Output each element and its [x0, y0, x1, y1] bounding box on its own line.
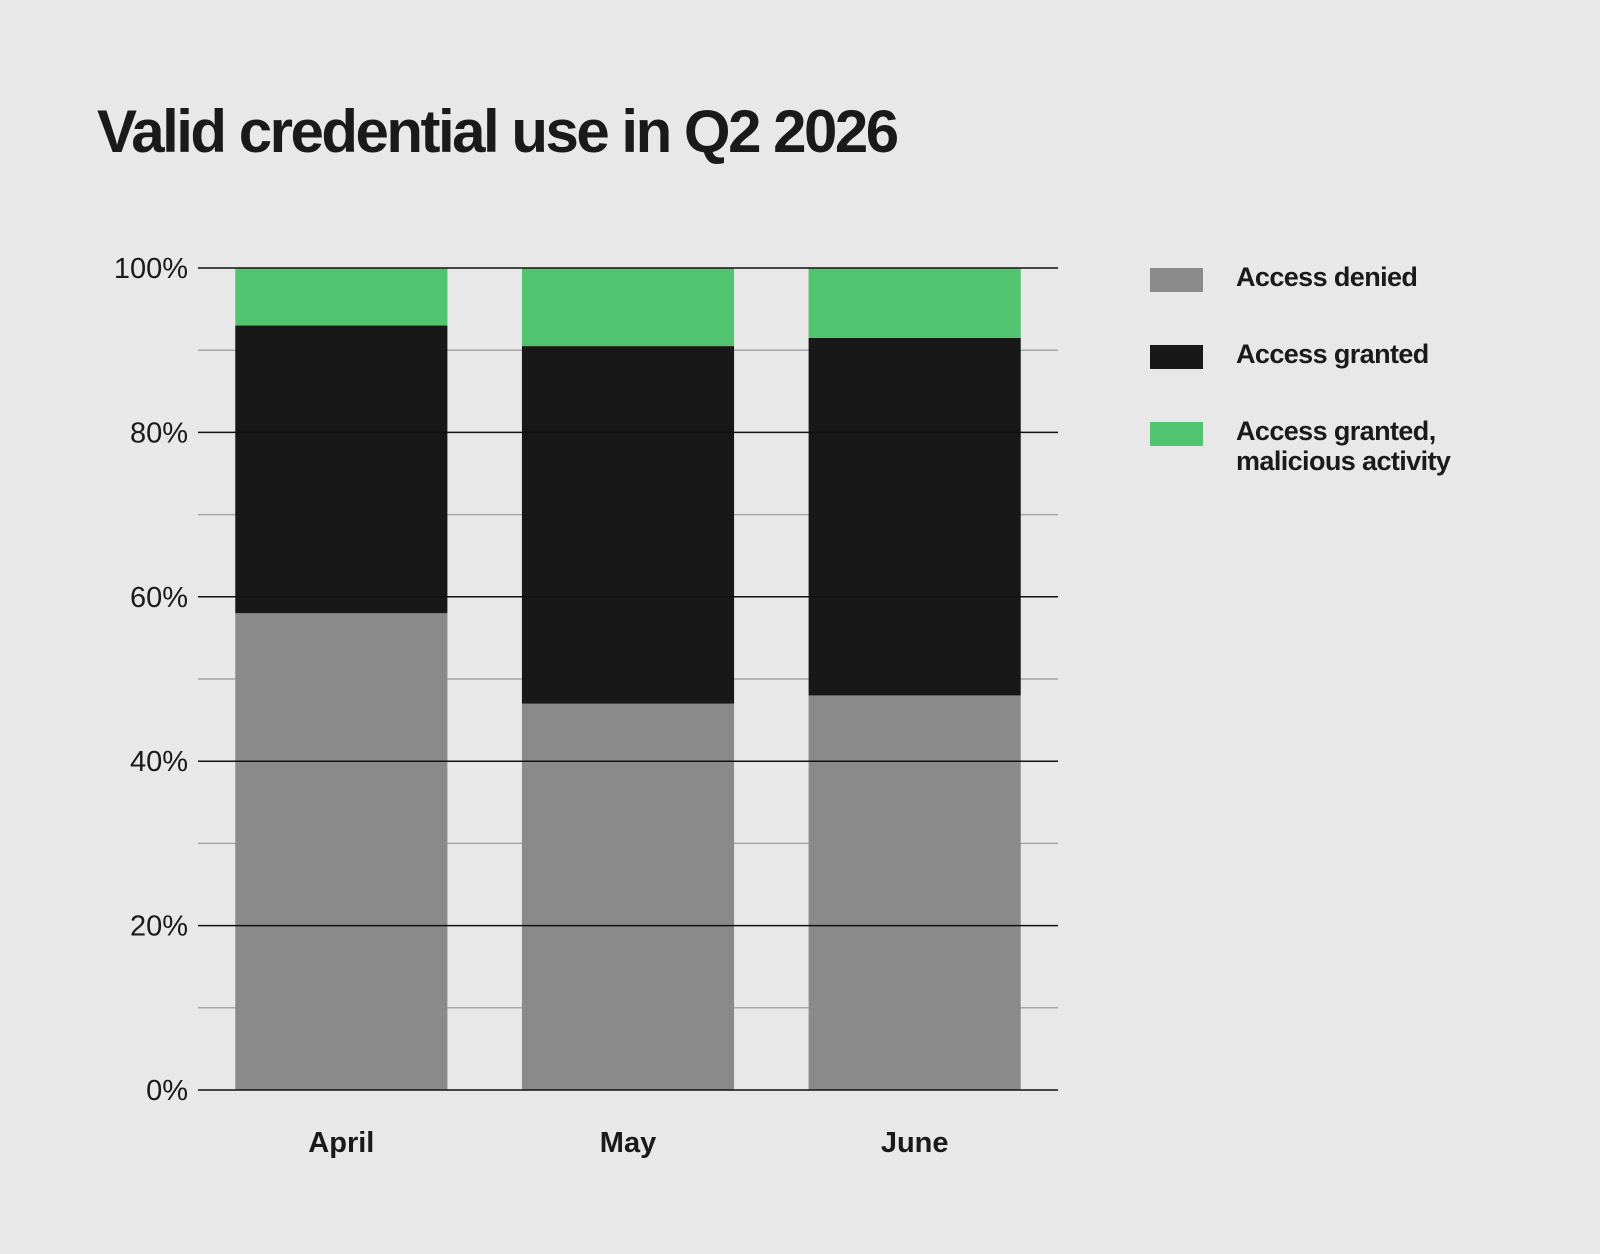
bar-may-access-denied: [521, 703, 735, 1090]
y-tick-label: 80%: [130, 417, 188, 449]
x-tick-label-may: May: [600, 1127, 656, 1159]
bar-may-access-granted-malicious-activity: [521, 268, 735, 347]
y-tick-label: 100%: [114, 253, 188, 285]
legend-swatch-access-granted-malicious: [1150, 422, 1203, 446]
bar-april-access-granted-malicious-activity: [235, 268, 448, 326]
legend-label-access-denied: Access denied: [1236, 262, 1418, 292]
chart-title: Valid credential use in Q2 2026: [97, 98, 899, 165]
y-tick-label: 20%: [130, 911, 188, 943]
bar-april-access-granted: [235, 325, 448, 614]
bar-may-access-granted: [521, 346, 735, 704]
legend-label-access-granted: Access granted: [1236, 339, 1429, 369]
y-tick-label: 0%: [146, 1075, 188, 1107]
bar-june-access-granted: [808, 337, 1021, 696]
y-tick-label: 40%: [130, 746, 188, 778]
legend-swatch-access-denied: [1150, 268, 1203, 292]
bar-june-access-granted-malicious-activity: [808, 268, 1021, 338]
x-tick-label-june: June: [881, 1127, 949, 1159]
bar-june-access-denied: [808, 695, 1021, 1090]
x-tick-label-april: April: [308, 1127, 374, 1159]
legend-swatch-access-granted: [1150, 345, 1203, 369]
legend-label-access-granted-malicious: Access granted, malicious activity: [1236, 416, 1451, 476]
y-tick-label: 60%: [130, 582, 188, 614]
bar-april-access-denied: [235, 613, 448, 1090]
